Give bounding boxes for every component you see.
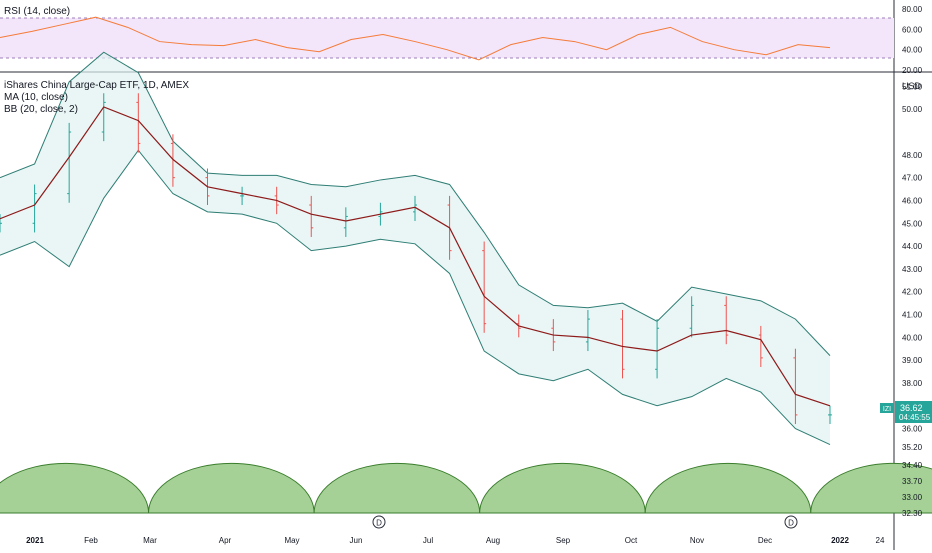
price-tick-11: 40.00 — [902, 333, 923, 342]
price-bar-25 — [828, 405, 832, 425]
price-bar-3 — [67, 122, 72, 203]
price-tick-13: 38.00 — [902, 379, 923, 388]
price-bar-19 — [620, 309, 625, 379]
time-label-5: May — [284, 536, 299, 545]
price-bar-5 — [136, 93, 141, 153]
price-bar-24 — [793, 348, 798, 425]
last-price-value: 36.62 — [900, 403, 923, 413]
time-label-12: Dec — [758, 536, 772, 545]
time-label-1: 2021 — [26, 536, 44, 545]
main-legend[interactable]: iShares China Large-Cap ETF, 1D, AMEX MA… — [4, 80, 189, 116]
price-tick-19: 33.00 — [902, 493, 923, 502]
time-label-8: Aug — [486, 536, 500, 545]
time-label-2: Feb — [84, 536, 98, 545]
price-bar-4 — [101, 93, 106, 142]
ma-legend: MA (10, close) — [4, 92, 68, 103]
time-label-6: Jun — [350, 536, 363, 545]
rsi-tick-1: 80.00 — [902, 5, 923, 14]
price-tick-18: 33.70 — [902, 477, 923, 486]
time-label-13: 2022 — [831, 536, 849, 545]
countdown-value: 04:45:55 — [899, 413, 931, 422]
currency-text: USD — [902, 81, 922, 91]
rsi-tick-2: 60.00 — [902, 25, 923, 34]
time-label-9: Sep — [556, 536, 571, 545]
price-tick-20: 32.30 — [902, 509, 923, 518]
time-label-11: Nov — [690, 536, 704, 545]
price-bar-22 — [724, 296, 729, 345]
bb-upper-line — [0, 51, 831, 356]
price-tick-3: 48.00 — [902, 151, 923, 160]
bb-legend: BB (20, close, 2) — [4, 104, 78, 115]
dividend-marker-2-text: D — [788, 519, 794, 528]
price-tick-6: 45.00 — [902, 219, 923, 228]
flag-badge — [880, 403, 894, 413]
flag-text: IZI — [883, 406, 891, 413]
price-tick-2: 50.00 — [902, 105, 923, 114]
dividend-marker-2[interactable]: D — [784, 515, 798, 529]
cycle-arc-2 — [148, 463, 315, 514]
price-tick-15: 36.00 — [902, 425, 923, 434]
price-tick-17: 34.40 — [902, 461, 923, 470]
rsi-legend-label: RSI (14, close) — [4, 6, 71, 17]
price-bar-13 — [413, 195, 417, 221]
last-price-tag — [895, 401, 932, 423]
price-bar-2 — [32, 184, 37, 233]
time-label-3: Mar — [143, 536, 157, 545]
price-tick-9: 42.00 — [902, 288, 923, 297]
currency-label: USD — [902, 80, 921, 92]
cycle-arc-1 — [0, 462, 150, 514]
ma-line — [0, 106, 831, 407]
price-bar-6 — [170, 134, 175, 187]
price-tick-12: 39.00 — [902, 356, 923, 365]
price-tick-1: 51.00 — [902, 82, 923, 91]
price-bar-1 — [0, 214, 2, 233]
time-label-7: Jul — [423, 536, 433, 545]
price-tick-8: 43.00 — [902, 265, 923, 274]
time-label-4: Apr — [219, 536, 232, 545]
price-tick-5: 46.00 — [902, 196, 923, 205]
rsi-legend[interactable]: RSI (14, close) — [4, 6, 70, 18]
price-bar-10 — [309, 195, 314, 237]
rsi-band — [0, 18, 894, 58]
symbol-title: iShares China Large-Cap ETF, 1D, AMEX — [4, 80, 190, 91]
price-bar-15 — [482, 241, 487, 333]
rsi-line — [0, 16, 831, 61]
cycle-arc-3 — [313, 462, 481, 514]
price-bar-21 — [689, 296, 694, 338]
price-bar-11 — [343, 207, 348, 237]
price-tick-10: 41.00 — [902, 311, 923, 320]
rsi-tick-3: 40.00 — [902, 46, 923, 55]
price-tick-16: 35.20 — [902, 443, 923, 452]
cycle-arc-4 — [479, 463, 646, 514]
time-label-14: 24 — [876, 536, 885, 545]
time-label-10: Oct — [625, 536, 638, 545]
price-bar-23 — [758, 325, 763, 367]
dividend-marker-1[interactable]: D — [372, 515, 386, 529]
cycle-arc-6 — [810, 463, 932, 514]
price-tick-7: 44.00 — [902, 242, 923, 251]
price-tick-4: 47.00 — [902, 174, 923, 183]
rsi-tick-4: 20.00 — [902, 66, 923, 75]
dividend-marker-1-text: D — [376, 519, 382, 528]
price-bar-20 — [655, 319, 660, 379]
price-bar-18 — [585, 309, 590, 352]
cycle-arc-5 — [644, 462, 812, 514]
price-bar-8 — [240, 186, 245, 206]
